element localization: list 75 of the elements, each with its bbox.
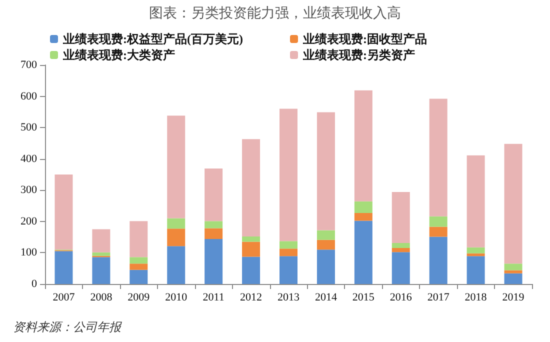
- x-tick-label: 2011: [202, 292, 224, 304]
- bar: [429, 236, 448, 284]
- bar: [204, 221, 223, 228]
- bar: [466, 256, 485, 284]
- bar: [54, 251, 73, 284]
- bar: [130, 257, 148, 264]
- bar: [316, 112, 335, 230]
- bar: [242, 242, 260, 257]
- y-tick-label: 200: [20, 215, 38, 228]
- bar: [130, 264, 148, 270]
- bar: [316, 230, 335, 240]
- bar: [242, 236, 260, 242]
- bar: [354, 220, 372, 284]
- y-tick-label: 400: [20, 152, 38, 165]
- bar: [392, 243, 410, 248]
- y-tick-label: 600: [20, 90, 38, 102]
- bar: [354, 90, 372, 202]
- bar: [316, 240, 335, 250]
- bar: [242, 139, 260, 236]
- bar: [392, 248, 410, 252]
- y-tick-label: 100: [20, 246, 38, 259]
- x-tick-label: 2016: [390, 292, 412, 304]
- y-tick-label: 0: [32, 278, 38, 290]
- bar: [392, 252, 410, 284]
- bar: [130, 221, 148, 258]
- bar: [92, 229, 110, 252]
- bar: [354, 212, 372, 221]
- bar: [204, 228, 223, 239]
- legend-label: 业绩表现费:固收型产品: [302, 32, 427, 46]
- x-tick-label: 2015: [352, 292, 375, 304]
- bar: [466, 247, 485, 254]
- x-tick-label: 2018: [464, 292, 488, 304]
- bar: [504, 270, 522, 274]
- bar: [167, 116, 186, 218]
- bar: [429, 226, 448, 237]
- bar: [204, 238, 223, 284]
- legend-label: 业绩表现费:另类资产: [302, 48, 415, 62]
- text: 资料来源：公司年报: [13, 320, 122, 334]
- x-tick-label: 2009: [128, 292, 150, 304]
- x-tick-label: 2007: [52, 292, 76, 304]
- bar: [167, 218, 186, 229]
- x-tick-label: 2008: [90, 292, 113, 304]
- y-tick-label: 300: [20, 184, 38, 196]
- y-tick-label: 700: [20, 59, 38, 71]
- bar: [504, 264, 522, 270]
- bar: [504, 273, 522, 284]
- x-tick-label: 2017: [427, 292, 450, 304]
- y-tick-label: 500: [20, 122, 38, 134]
- x-tick-label: 2014: [314, 292, 338, 304]
- bar: [504, 144, 522, 264]
- bar: [280, 241, 298, 249]
- bar: [280, 256, 298, 284]
- bar: [204, 168, 223, 222]
- bar: [167, 246, 186, 284]
- bar: [429, 216, 448, 227]
- bar: [167, 228, 186, 246]
- bar: [92, 257, 110, 284]
- bar: [280, 248, 298, 256]
- bar: [54, 174, 73, 250]
- chart-title: 图表：另类投资能力强，业绩表现收入高: [149, 6, 401, 22]
- bar: [354, 201, 372, 213]
- bar: [92, 252, 110, 256]
- x-tick-label: 2013: [278, 292, 300, 304]
- bar: [392, 192, 410, 244]
- bar: [280, 108, 298, 242]
- x-tick-label: 2012: [240, 292, 262, 304]
- legend-label: 业绩表现费:大类资产: [62, 48, 175, 62]
- legend-label: 业绩表现费:权益型产品(百万美元): [62, 32, 243, 46]
- x-tick-label: 2019: [502, 292, 525, 304]
- x-tick-label: 2010: [165, 292, 188, 304]
- bar: [130, 270, 148, 284]
- bar: [316, 250, 335, 284]
- bar: [429, 98, 448, 216]
- bar: [242, 256, 260, 284]
- bar: [466, 155, 485, 248]
